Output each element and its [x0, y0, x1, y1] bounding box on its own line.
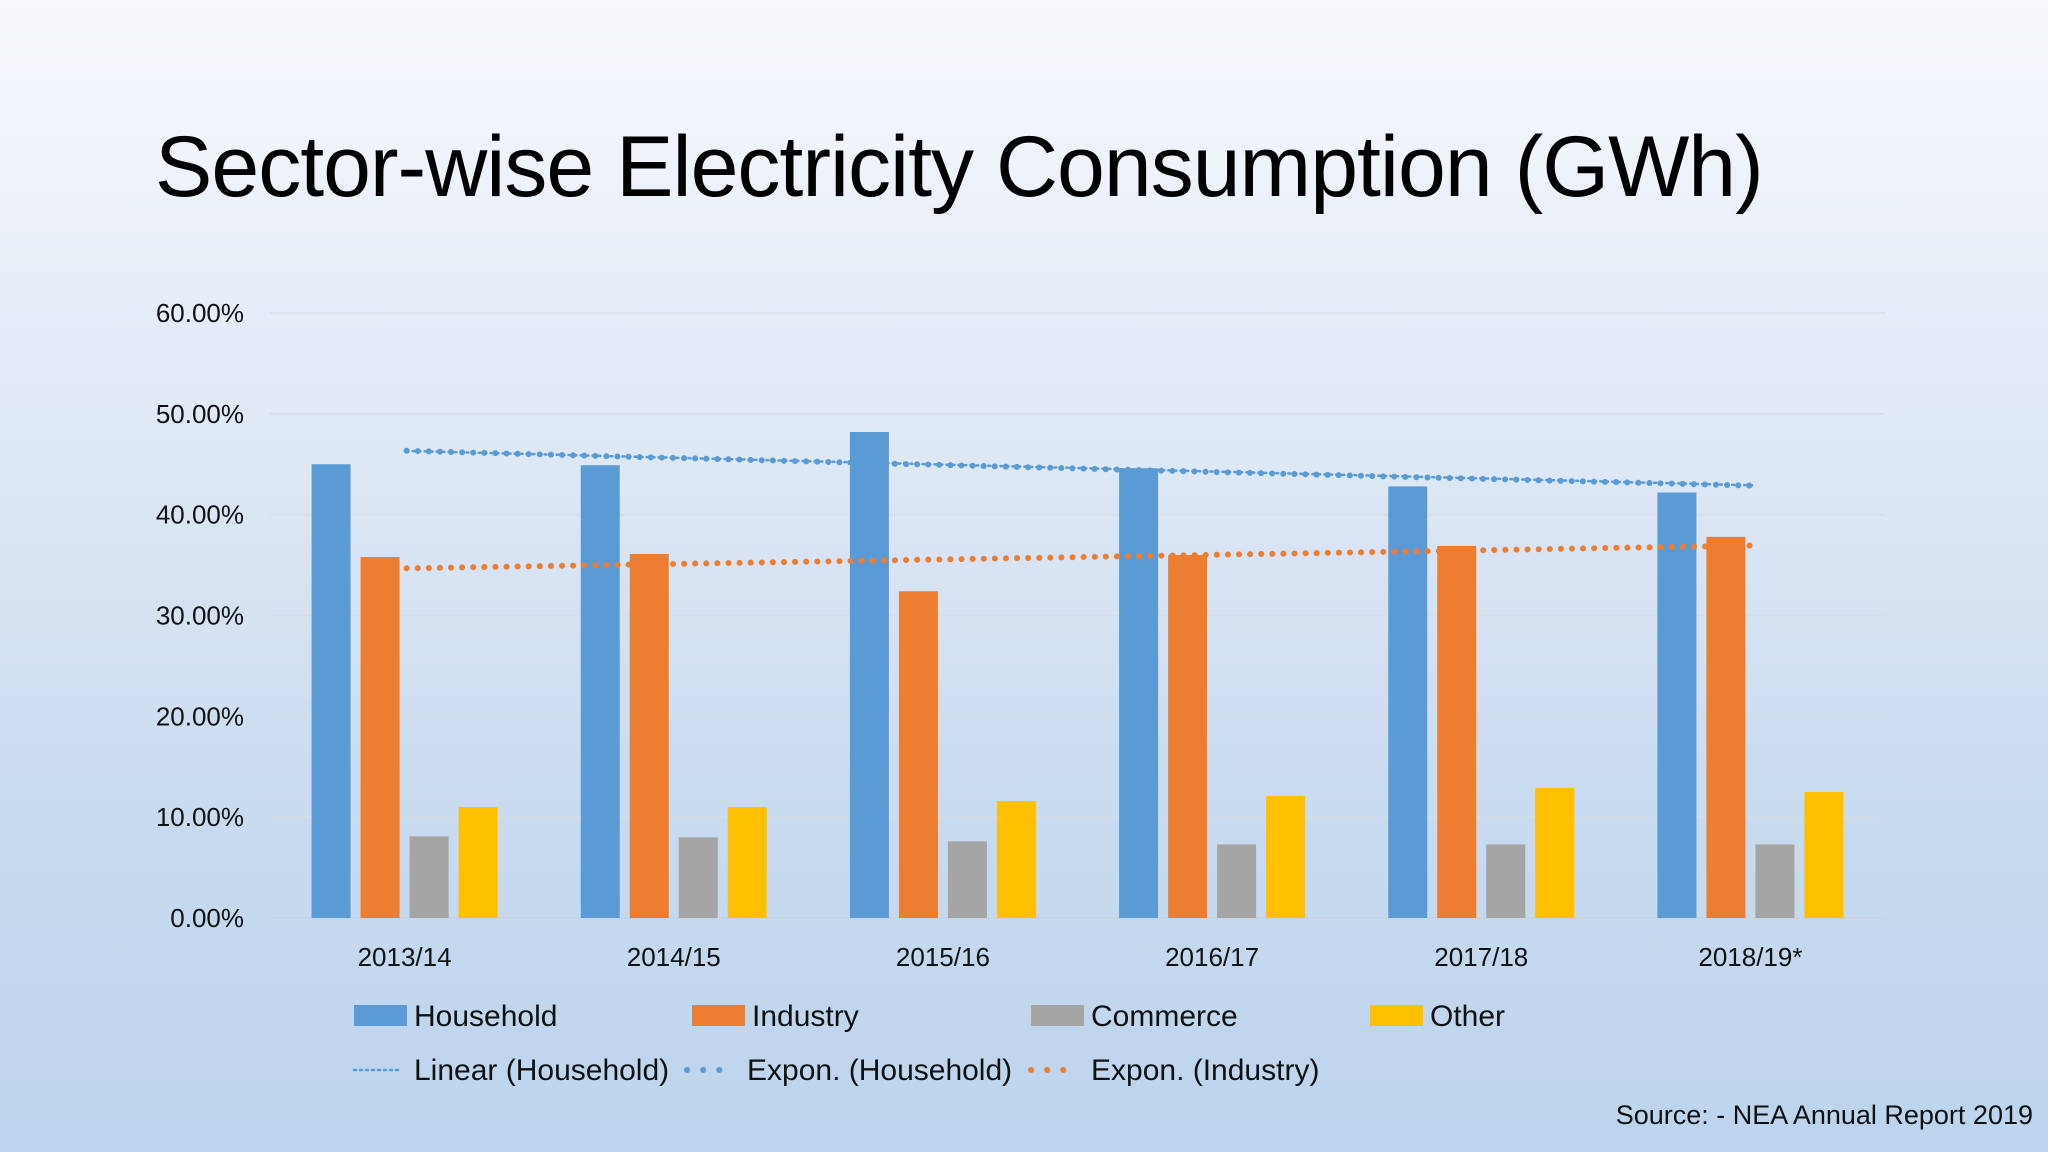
x-tick-label: 2016/17: [1165, 942, 1259, 972]
slide-title: Sector-wise Electricity Consumption (GWh…: [155, 119, 1764, 215]
y-tick-label: 40.00%: [156, 500, 244, 530]
y-axis-tick-labels: 0.00% 10.00% 20.00% 30.00% 40.00% 50.00% 60.00…: [156, 298, 244, 933]
legend-label-industry: Industry: [752, 1000, 859, 1033]
bar-household-2015/16: [849, 431, 889, 918]
legend-label-household: Household: [414, 1000, 557, 1033]
trendline-expon-household: [403, 447, 1756, 489]
x-tick-label: 2017/18: [1434, 942, 1528, 972]
bar-industry-2016/17: [1168, 555, 1208, 918]
bar-other-2017/18: [1535, 787, 1575, 918]
trendlines: [403, 447, 1756, 572]
bar-commerce-2016/17: [1217, 844, 1257, 918]
bar-other-2015/16: [996, 801, 1036, 918]
bar-industry-2018/19*: [1706, 536, 1746, 918]
legend-label-trendline: Expon. (Household): [747, 1054, 1012, 1087]
bar-other-2013/14: [458, 807, 498, 918]
bar-industry-2017/18: [1437, 545, 1477, 918]
bar-industry-2015/16: [898, 591, 938, 918]
y-tick-label: 10.00%: [156, 802, 244, 832]
y-tick-label: 30.00%: [156, 601, 244, 631]
legend-label-other: Other: [1430, 1000, 1505, 1033]
bars: [311, 431, 1844, 918]
bar-industry-2014/15: [629, 553, 669, 918]
x-tick-label: 2018/19*: [1698, 942, 1802, 972]
bar-other-2014/15: [727, 807, 767, 918]
bar-commerce-2017/18: [1486, 844, 1526, 918]
x-tick-label: 2013/14: [358, 942, 452, 972]
x-tick-label: 2015/16: [896, 942, 990, 972]
y-tick-label: 0.00%: [170, 903, 244, 933]
x-axis-tick-labels: 2013/14 2014/15 2015/16 2016/17 2017/18 2018/…: [358, 942, 1803, 972]
bar-household-2013/14: [311, 464, 351, 918]
bar-household-2017/18: [1388, 486, 1428, 918]
bar-household-2016/17: [1119, 468, 1159, 918]
bar-commerce-2018/19*: [1755, 844, 1795, 918]
legend: Household Industry Commerce Other Linear (Ho…: [352, 1000, 1505, 1087]
bar-other-2016/17: [1266, 795, 1306, 918]
legend-swatch-industry: [692, 1005, 745, 1026]
gridlines: [270, 312, 1885, 919]
bar-other-2018/19*: [1804, 791, 1844, 918]
source-note: Source: - NEA Annual Report 2019: [1615, 1100, 2033, 1130]
y-tick-label: 50.00%: [156, 399, 244, 429]
bar-commerce-2014/15: [678, 837, 718, 918]
legend-label-trendline: Expon. (Industry): [1091, 1054, 1319, 1087]
bar-industry-2013/14: [360, 557, 400, 918]
bar-commerce-2013/14: [409, 836, 449, 918]
legend-label-trendline: Linear (Household): [414, 1054, 669, 1087]
x-tick-label: 2014/15: [627, 942, 721, 972]
trendline-expon-industry: [403, 542, 1756, 572]
legend-swatch-commerce: [1031, 1005, 1084, 1026]
bar-commerce-2015/16: [947, 841, 987, 918]
y-tick-label: 60.00%: [156, 298, 244, 328]
legend-swatch-household: [354, 1005, 407, 1026]
bar-household-2018/19*: [1657, 492, 1697, 918]
y-tick-label: 20.00%: [156, 701, 244, 731]
legend-swatch-other: [1370, 1005, 1423, 1026]
bar-household-2014/15: [580, 465, 620, 918]
legend-label-commerce: Commerce: [1091, 1000, 1238, 1033]
